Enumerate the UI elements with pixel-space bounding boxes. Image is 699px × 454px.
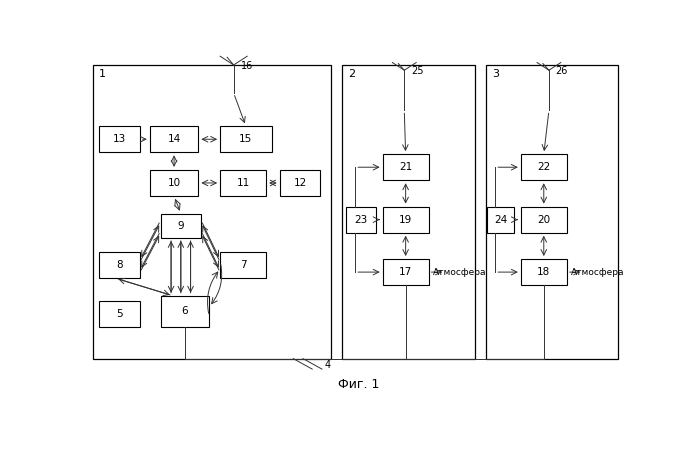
Bar (99, 252, 140, 278)
Bar (220, 126, 271, 153)
Bar (487, 207, 514, 233)
Bar (521, 207, 567, 233)
Text: 16: 16 (240, 61, 253, 71)
Text: 6: 6 (182, 306, 188, 316)
Text: 11: 11 (236, 178, 250, 188)
Bar (342, 65, 475, 359)
Text: 8: 8 (116, 260, 123, 270)
Bar (220, 252, 266, 278)
Bar (220, 170, 266, 196)
Bar (486, 65, 618, 359)
Bar (99, 126, 140, 153)
Bar (99, 301, 140, 327)
Text: 15: 15 (239, 134, 252, 144)
Bar (161, 213, 201, 238)
Text: 22: 22 (537, 162, 550, 172)
Text: 1: 1 (99, 69, 106, 79)
Text: 21: 21 (399, 162, 412, 172)
Text: Фиг. 1: Фиг. 1 (338, 378, 379, 391)
Bar (150, 126, 199, 153)
Text: 17: 17 (399, 267, 412, 277)
Text: 19: 19 (399, 215, 412, 225)
Bar (346, 207, 376, 233)
Bar (382, 207, 428, 233)
Bar (382, 154, 428, 180)
Text: 18: 18 (537, 267, 550, 277)
Bar (150, 170, 199, 196)
Text: 25: 25 (411, 66, 424, 76)
Text: 23: 23 (354, 215, 368, 225)
Bar (382, 259, 428, 285)
Text: 24: 24 (494, 215, 507, 225)
Bar (93, 65, 331, 359)
Text: 10: 10 (168, 178, 180, 188)
Text: 7: 7 (240, 260, 247, 270)
Text: 26: 26 (556, 66, 568, 76)
Text: 5: 5 (116, 309, 123, 319)
Bar (161, 296, 209, 327)
Text: Атмосфера: Атмосфера (571, 268, 625, 277)
Text: Атмосфера: Атмосфера (433, 268, 487, 277)
Text: 9: 9 (178, 221, 184, 231)
Bar (280, 170, 320, 196)
Text: 20: 20 (538, 215, 550, 225)
Text: 13: 13 (113, 134, 127, 144)
Text: 2: 2 (349, 69, 356, 79)
Text: 4: 4 (324, 360, 330, 370)
Text: 3: 3 (492, 69, 499, 79)
Text: 12: 12 (294, 178, 307, 188)
Bar (521, 154, 567, 180)
Bar (521, 259, 567, 285)
Text: 14: 14 (168, 134, 180, 144)
